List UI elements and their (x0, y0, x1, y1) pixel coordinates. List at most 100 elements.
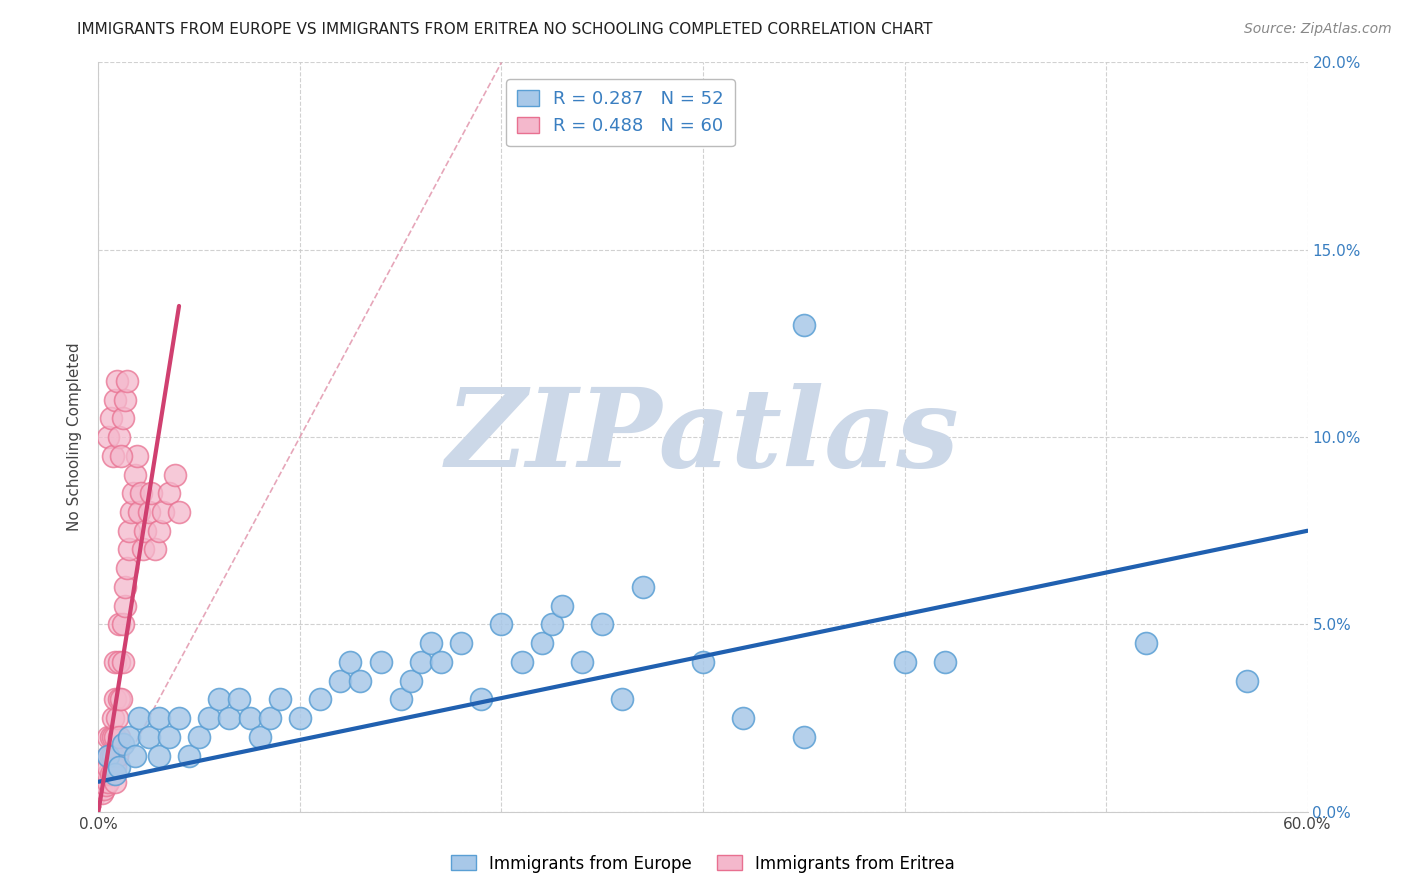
Point (100, 767, 122, 781)
Point (105, 711, 128, 725)
Point (793, 318, 815, 332)
Point (228, 692, 250, 706)
Point (105, 374, 128, 388)
Point (103, 760, 125, 774)
Point (148, 524, 170, 538)
Point (1135, 636, 1157, 650)
Point (105, 748, 128, 763)
Point (129, 486, 152, 500)
Point (530, 636, 553, 650)
Point (409, 655, 432, 669)
Point (491, 617, 513, 632)
Point (128, 711, 150, 725)
Point (107, 655, 129, 669)
Point (510, 655, 533, 669)
Point (100, 411, 122, 425)
Text: IMMIGRANTS FROM EUROPE VS IMMIGRANTS FROM ERITREA NO SCHOOLING COMPLETED CORRELA: IMMIGRANTS FROM EUROPE VS IMMIGRANTS FRO… (77, 22, 932, 37)
Point (571, 655, 593, 669)
Point (269, 692, 291, 706)
Point (157, 730, 180, 744)
Point (934, 655, 956, 669)
Point (152, 505, 174, 519)
Point (450, 636, 472, 650)
Legend: Immigrants from Europe, Immigrants from Eritrea: Immigrants from Europe, Immigrants from … (444, 848, 962, 880)
Point (138, 730, 160, 744)
Point (339, 655, 361, 669)
Point (128, 505, 150, 519)
Point (1236, 673, 1258, 688)
Point (249, 730, 271, 744)
Point (111, 655, 134, 669)
Point (591, 617, 613, 632)
Point (198, 711, 221, 725)
Point (97, 760, 120, 774)
Point (329, 673, 352, 688)
Point (110, 692, 132, 706)
Point (103, 392, 125, 407)
Point (132, 542, 155, 557)
Point (101, 730, 124, 744)
Point (430, 655, 453, 669)
Point (100, 748, 122, 763)
Point (288, 711, 311, 725)
Point (631, 580, 654, 594)
Point (692, 655, 714, 669)
Point (115, 374, 138, 388)
Point (114, 580, 136, 594)
Point (551, 599, 574, 613)
Point (114, 599, 136, 613)
Text: ZIPatlas: ZIPatlas (446, 384, 960, 491)
Point (101, 711, 124, 725)
Point (115, 561, 138, 575)
Point (103, 730, 125, 744)
Point (389, 692, 412, 706)
Point (188, 730, 211, 744)
Point (125, 449, 148, 463)
Point (157, 486, 180, 500)
Point (97, 767, 120, 781)
Point (93, 782, 115, 797)
Point (120, 505, 142, 519)
Point (420, 636, 443, 650)
Point (103, 774, 125, 789)
Point (138, 505, 160, 519)
Point (97, 774, 120, 789)
Legend: R = 0.287   N = 52, R = 0.488   N = 60: R = 0.287 N = 52, R = 0.488 N = 60 (506, 79, 735, 146)
Point (103, 692, 125, 706)
Point (733, 711, 755, 725)
Point (97, 748, 120, 763)
Point (124, 748, 146, 763)
Point (143, 542, 166, 557)
Point (97, 748, 120, 763)
Point (118, 542, 141, 557)
Point (110, 449, 132, 463)
Point (163, 467, 186, 482)
Point (96, 779, 118, 793)
Text: Source: ZipAtlas.com: Source: ZipAtlas.com (1244, 22, 1392, 37)
Point (103, 655, 125, 669)
Point (139, 486, 162, 500)
Point (101, 449, 124, 463)
Point (399, 673, 422, 688)
Point (101, 767, 124, 781)
Point (370, 655, 392, 669)
Point (101, 748, 124, 763)
Point (349, 673, 371, 688)
Point (111, 411, 134, 425)
Point (97, 730, 120, 744)
Point (121, 486, 143, 500)
Point (97, 430, 120, 444)
Point (91, 786, 114, 800)
Point (612, 692, 634, 706)
Point (107, 730, 129, 744)
Point (148, 711, 170, 725)
Point (893, 655, 915, 669)
Point (100, 730, 122, 744)
Point (208, 692, 231, 706)
Point (114, 392, 136, 407)
Point (111, 617, 134, 632)
Point (470, 692, 492, 706)
Point (239, 711, 262, 725)
Point (111, 737, 134, 751)
Point (134, 524, 156, 538)
